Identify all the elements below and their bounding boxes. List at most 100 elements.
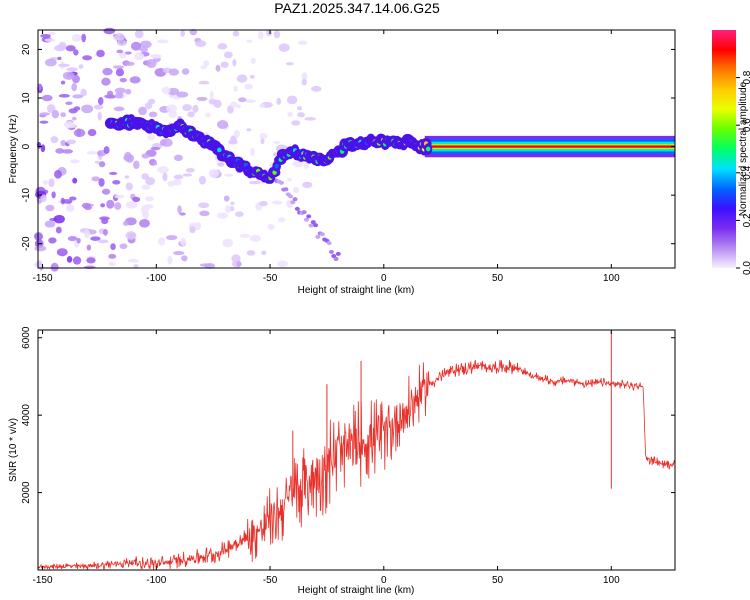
- noise-blob: [249, 234, 261, 242]
- noise-blob: [224, 173, 234, 177]
- noise-blob: [103, 146, 110, 155]
- noise-blob: [65, 45, 76, 52]
- noise-blob: [335, 251, 341, 256]
- x-tick-label: 100: [603, 575, 620, 586]
- noise-blob: [46, 104, 56, 113]
- colorbar-tick-label: 0.8: [742, 70, 750, 84]
- noise-blob: [83, 265, 96, 270]
- noise-blob: [66, 139, 77, 145]
- noise-blob: [168, 68, 179, 76]
- noise-blob: [304, 117, 316, 121]
- noise-blob: [114, 92, 124, 99]
- noise-blob: [76, 128, 82, 137]
- noise-blob: [80, 88, 87, 97]
- noise-blob: [246, 128, 252, 132]
- noise-blob: [124, 175, 130, 179]
- noise-blob: [250, 57, 256, 65]
- ridge-core: [425, 146, 431, 152]
- noise-blob: [198, 175, 207, 185]
- noise-blob: [310, 85, 322, 92]
- snr-panel: -150 -100 -50 0 50 100 2000 4000 6000 Height of…: [8, 326, 676, 596]
- spectrogram-y-ticks: -20 -10 0 10 20: [21, 43, 675, 251]
- noise-blob: [139, 40, 152, 49]
- spectrogram-y-label: Frequency (Hz): [8, 115, 19, 184]
- noise-blob: [217, 43, 228, 50]
- noise-blob: [109, 171, 118, 176]
- noise-blob: [141, 173, 150, 180]
- noise-blob: [180, 29, 186, 37]
- noise-blob: [125, 231, 137, 240]
- noise-blob: [301, 210, 307, 215]
- noise-blob: [44, 38, 56, 42]
- noise-blob: [93, 104, 104, 110]
- x-tick-label: 100: [603, 273, 620, 284]
- noise-blob: [194, 222, 202, 231]
- noise-blob: [40, 144, 46, 153]
- noise-blob: [40, 194, 47, 203]
- noise-blob: [172, 179, 182, 186]
- noise-blob: [259, 133, 268, 139]
- x-tick-label: 50: [492, 575, 504, 586]
- noise-blob: [297, 112, 305, 118]
- noise-blob: [301, 78, 307, 86]
- noise-blob: [301, 72, 308, 81]
- noise-blob: [182, 173, 193, 177]
- noise-blob: [198, 202, 210, 209]
- colorbar-scale: [712, 30, 736, 268]
- noise-blob: [278, 43, 290, 52]
- y-tick-label: 2000: [21, 481, 32, 504]
- noise-blob: [326, 241, 332, 246]
- noise-blob: [150, 54, 161, 58]
- noise-blob: [63, 121, 75, 129]
- noise-blob: [86, 151, 98, 155]
- noise-blob: [72, 177, 78, 184]
- noise-blob: [42, 180, 48, 186]
- noise-blob: [144, 102, 153, 110]
- noise-blob: [123, 154, 133, 162]
- noise-blob: [222, 238, 234, 248]
- noise-blob: [66, 203, 75, 212]
- x-tick-label: -150: [33, 575, 53, 586]
- noise-blob: [283, 187, 289, 192]
- noise-blob: [266, 29, 272, 37]
- noise-blob: [37, 83, 43, 91]
- noise-blob: [147, 134, 155, 141]
- noise-blob: [51, 191, 56, 199]
- noise-blob: [90, 236, 101, 241]
- noise-blob: [138, 106, 147, 116]
- noise-blob: [34, 245, 47, 252]
- noise-blob: [58, 94, 70, 98]
- colorbar: 0.0 0.2 0.4 0.6 0.8 Normalized spectral ampl…: [712, 30, 750, 275]
- noise-blob: [44, 220, 56, 228]
- noise-blob: [208, 169, 219, 178]
- spectrogram-x-label: Height of straight line (km): [298, 285, 415, 296]
- colorbar-tick-label: 0.6: [742, 118, 750, 132]
- noise-blob: [102, 228, 108, 236]
- noise-blob: [216, 162, 225, 167]
- noise-blob: [250, 147, 255, 156]
- noise-blob: [319, 232, 325, 237]
- noise-blob: [239, 233, 251, 238]
- noise-blob: [106, 199, 115, 209]
- noise-blob: [198, 80, 210, 85]
- noise-blob: [143, 204, 154, 209]
- noise-blob: [97, 96, 104, 106]
- spectrogram-frame: [37, 29, 676, 269]
- noise-blob: [166, 104, 178, 114]
- noise-blob: [114, 87, 126, 94]
- noise-blob: [98, 177, 105, 187]
- snr-x-label: Height of straight line (km): [298, 585, 415, 596]
- noise-blob: [199, 210, 210, 217]
- noise-blob: [223, 51, 233, 59]
- noise-blob: [110, 243, 116, 251]
- noise-blob: [287, 177, 292, 182]
- colorbar-tick-label: 0.4: [742, 165, 750, 179]
- y-tick-label: 6000: [21, 326, 32, 349]
- noise-blob: [124, 51, 132, 55]
- noise-blob: [58, 63, 70, 68]
- noise-blob: [276, 97, 282, 105]
- noise-blob: [303, 162, 310, 170]
- noise-blob: [112, 180, 121, 185]
- noise-blob: [97, 111, 102, 121]
